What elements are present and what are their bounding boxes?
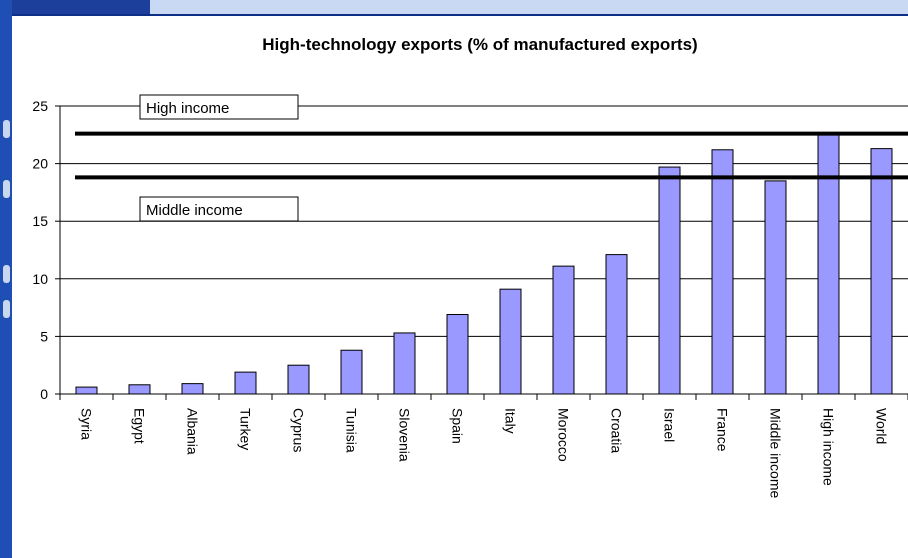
bar-turkey [234, 371, 257, 395]
x-category-label: Croatia [609, 408, 625, 453]
reference-label: Middle income [146, 202, 243, 219]
x-category-label: Spain [450, 408, 466, 444]
decorative-mark [3, 300, 10, 318]
y-tick-label: 10 [32, 271, 48, 287]
x-category-label: Albania [185, 408, 201, 455]
x-category-label: Israel [662, 408, 678, 442]
x-category-label: France [715, 408, 731, 452]
y-tick-label: 25 [32, 98, 48, 114]
bar-world [870, 148, 893, 395]
bars [75, 133, 893, 395]
bar-israel [658, 166, 681, 395]
reference-label: High income [146, 100, 229, 117]
x-category-label: World [874, 408, 890, 444]
x-category-label: Middle income [768, 408, 784, 498]
top-decorative-strip [0, 0, 908, 16]
bar-croatia [605, 254, 628, 395]
x-category-label: Slovenia [397, 408, 413, 462]
bar-high-income [817, 133, 840, 395]
y-tick-label: 5 [40, 328, 48, 344]
x-category-label: Turkey [238, 408, 254, 450]
decorative-mark [3, 265, 10, 283]
x-category-label: Syria [79, 408, 95, 440]
x-category-label: High income [821, 408, 837, 486]
bar-tunisia [340, 349, 363, 395]
y-tick-label: 15 [32, 213, 48, 229]
reference-lines: High income Middle income [75, 94, 908, 222]
x-category-label: Morocco [556, 408, 572, 462]
x-category-label: Egypt [132, 408, 148, 444]
bar-egypt [128, 384, 151, 395]
x-category-label: Italy [503, 408, 519, 434]
bar-middle-income [764, 180, 787, 395]
bar-morocco [552, 265, 575, 395]
decorative-mark [3, 120, 10, 138]
reference-label-box [139, 94, 299, 120]
axes: 0 5 10 15 20 25 Syria Egypt Albania Turkey Cyprus T… [32, 98, 908, 498]
y-tick-label: 0 [40, 386, 48, 402]
bar-italy [499, 288, 522, 395]
bar-cyprus [287, 364, 310, 395]
x-category-label: Cyprus [291, 408, 307, 452]
bar-slovenia [393, 332, 416, 395]
chart-title: High-technology exports (% of manufactur… [262, 35, 697, 54]
bar-syria [75, 386, 98, 395]
bar-albania [181, 383, 204, 395]
decorative-mark [3, 180, 10, 198]
y-tick-label: 20 [32, 156, 48, 172]
bar-spain [446, 314, 469, 395]
x-category-label: Tunisia [344, 408, 360, 453]
left-decorative-strip [0, 0, 12, 558]
bar-france [711, 149, 734, 395]
reference-label-box [139, 196, 299, 222]
